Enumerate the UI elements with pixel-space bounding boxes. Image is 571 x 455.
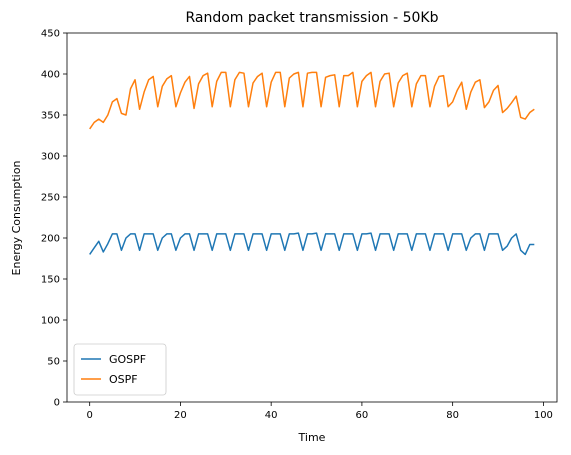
x-axis-title: Time [298,431,326,444]
x-tick-label: 20 [174,410,187,421]
legend: GOSPF OSPF [73,343,167,396]
y-tick-label: 300 [41,152,60,163]
axes: 0 20 40 60 80 100 0 50 100 150 200 250 300 350 400 450 [41,29,558,421]
y-tick-label: 100 [41,316,60,327]
legend-label-gospf: GOSPF [109,353,146,366]
y-tick-label: 250 [41,193,60,204]
y-tick-label: 0 [54,398,60,409]
y-tick-label: 450 [41,29,60,40]
plot-area [89,71,535,256]
y-tick-label: 200 [41,234,60,245]
x-tick-label: 40 [265,410,278,421]
x-tick-label: 0 [86,410,92,421]
x-tick-label: 100 [534,410,553,421]
y-tick-label: 350 [41,111,60,122]
y-tick-label: 150 [41,275,60,286]
chart-title: Random packet transmission - 50Kb [185,10,438,26]
series-line-gospf [89,232,535,256]
legend-label-ospf: OSPF [109,373,138,386]
y-axis-title: Energy Consumption [10,161,23,276]
series-line-ospf [89,71,535,130]
y-tick-label: 50 [47,357,60,368]
legend-box [73,343,167,396]
x-tick-label: 80 [446,410,459,421]
axes-frame [66,32,558,403]
x-tick-label: 60 [356,410,369,421]
y-tick-label: 400 [41,70,60,81]
